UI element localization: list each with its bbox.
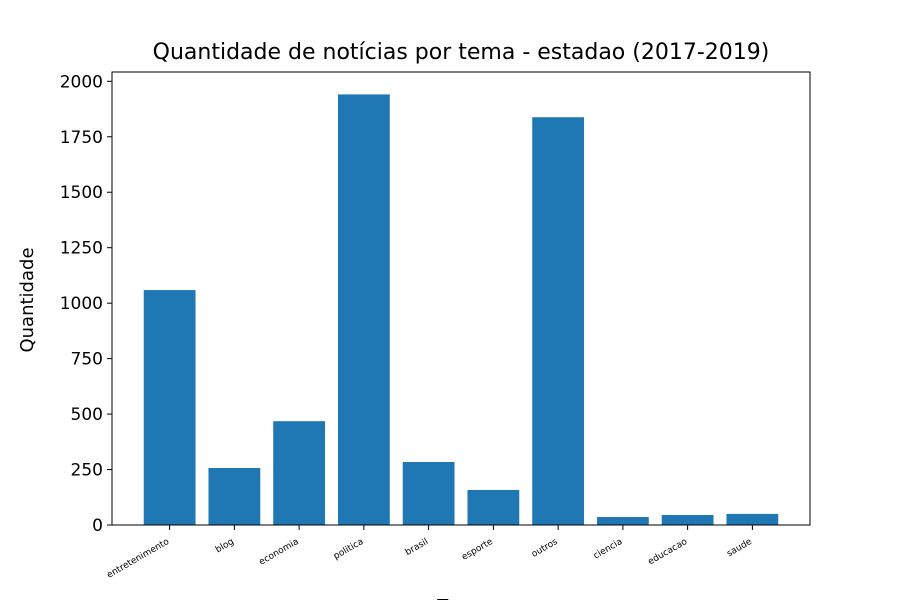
bar <box>143 290 196 525</box>
y-tick-label: 250 <box>71 461 103 481</box>
y-tick-label: 500 <box>71 405 103 425</box>
y-tick-label: 0 <box>92 516 103 536</box>
bar <box>467 489 520 525</box>
y-tick-label: 750 <box>71 350 103 370</box>
bar <box>402 461 455 525</box>
y-tick-label: 1000 <box>60 294 103 314</box>
x-axis-label: Tema <box>436 596 485 600</box>
bar <box>661 515 714 525</box>
plot-frame <box>111 71 811 526</box>
y-tick-label: 1500 <box>60 183 103 203</box>
y-axis-label: Quantidade <box>17 247 38 352</box>
bar <box>208 467 261 525</box>
bar <box>532 117 585 526</box>
y-tick-label: 2000 <box>60 72 103 92</box>
bar <box>273 421 326 525</box>
y-tick-label: 1750 <box>60 128 103 148</box>
chart-title: Quantidade de notícias por tema - estada… <box>153 40 770 65</box>
bar <box>726 513 779 525</box>
bar <box>337 94 390 525</box>
y-tick-label: 1250 <box>60 239 103 259</box>
bar <box>596 517 649 525</box>
